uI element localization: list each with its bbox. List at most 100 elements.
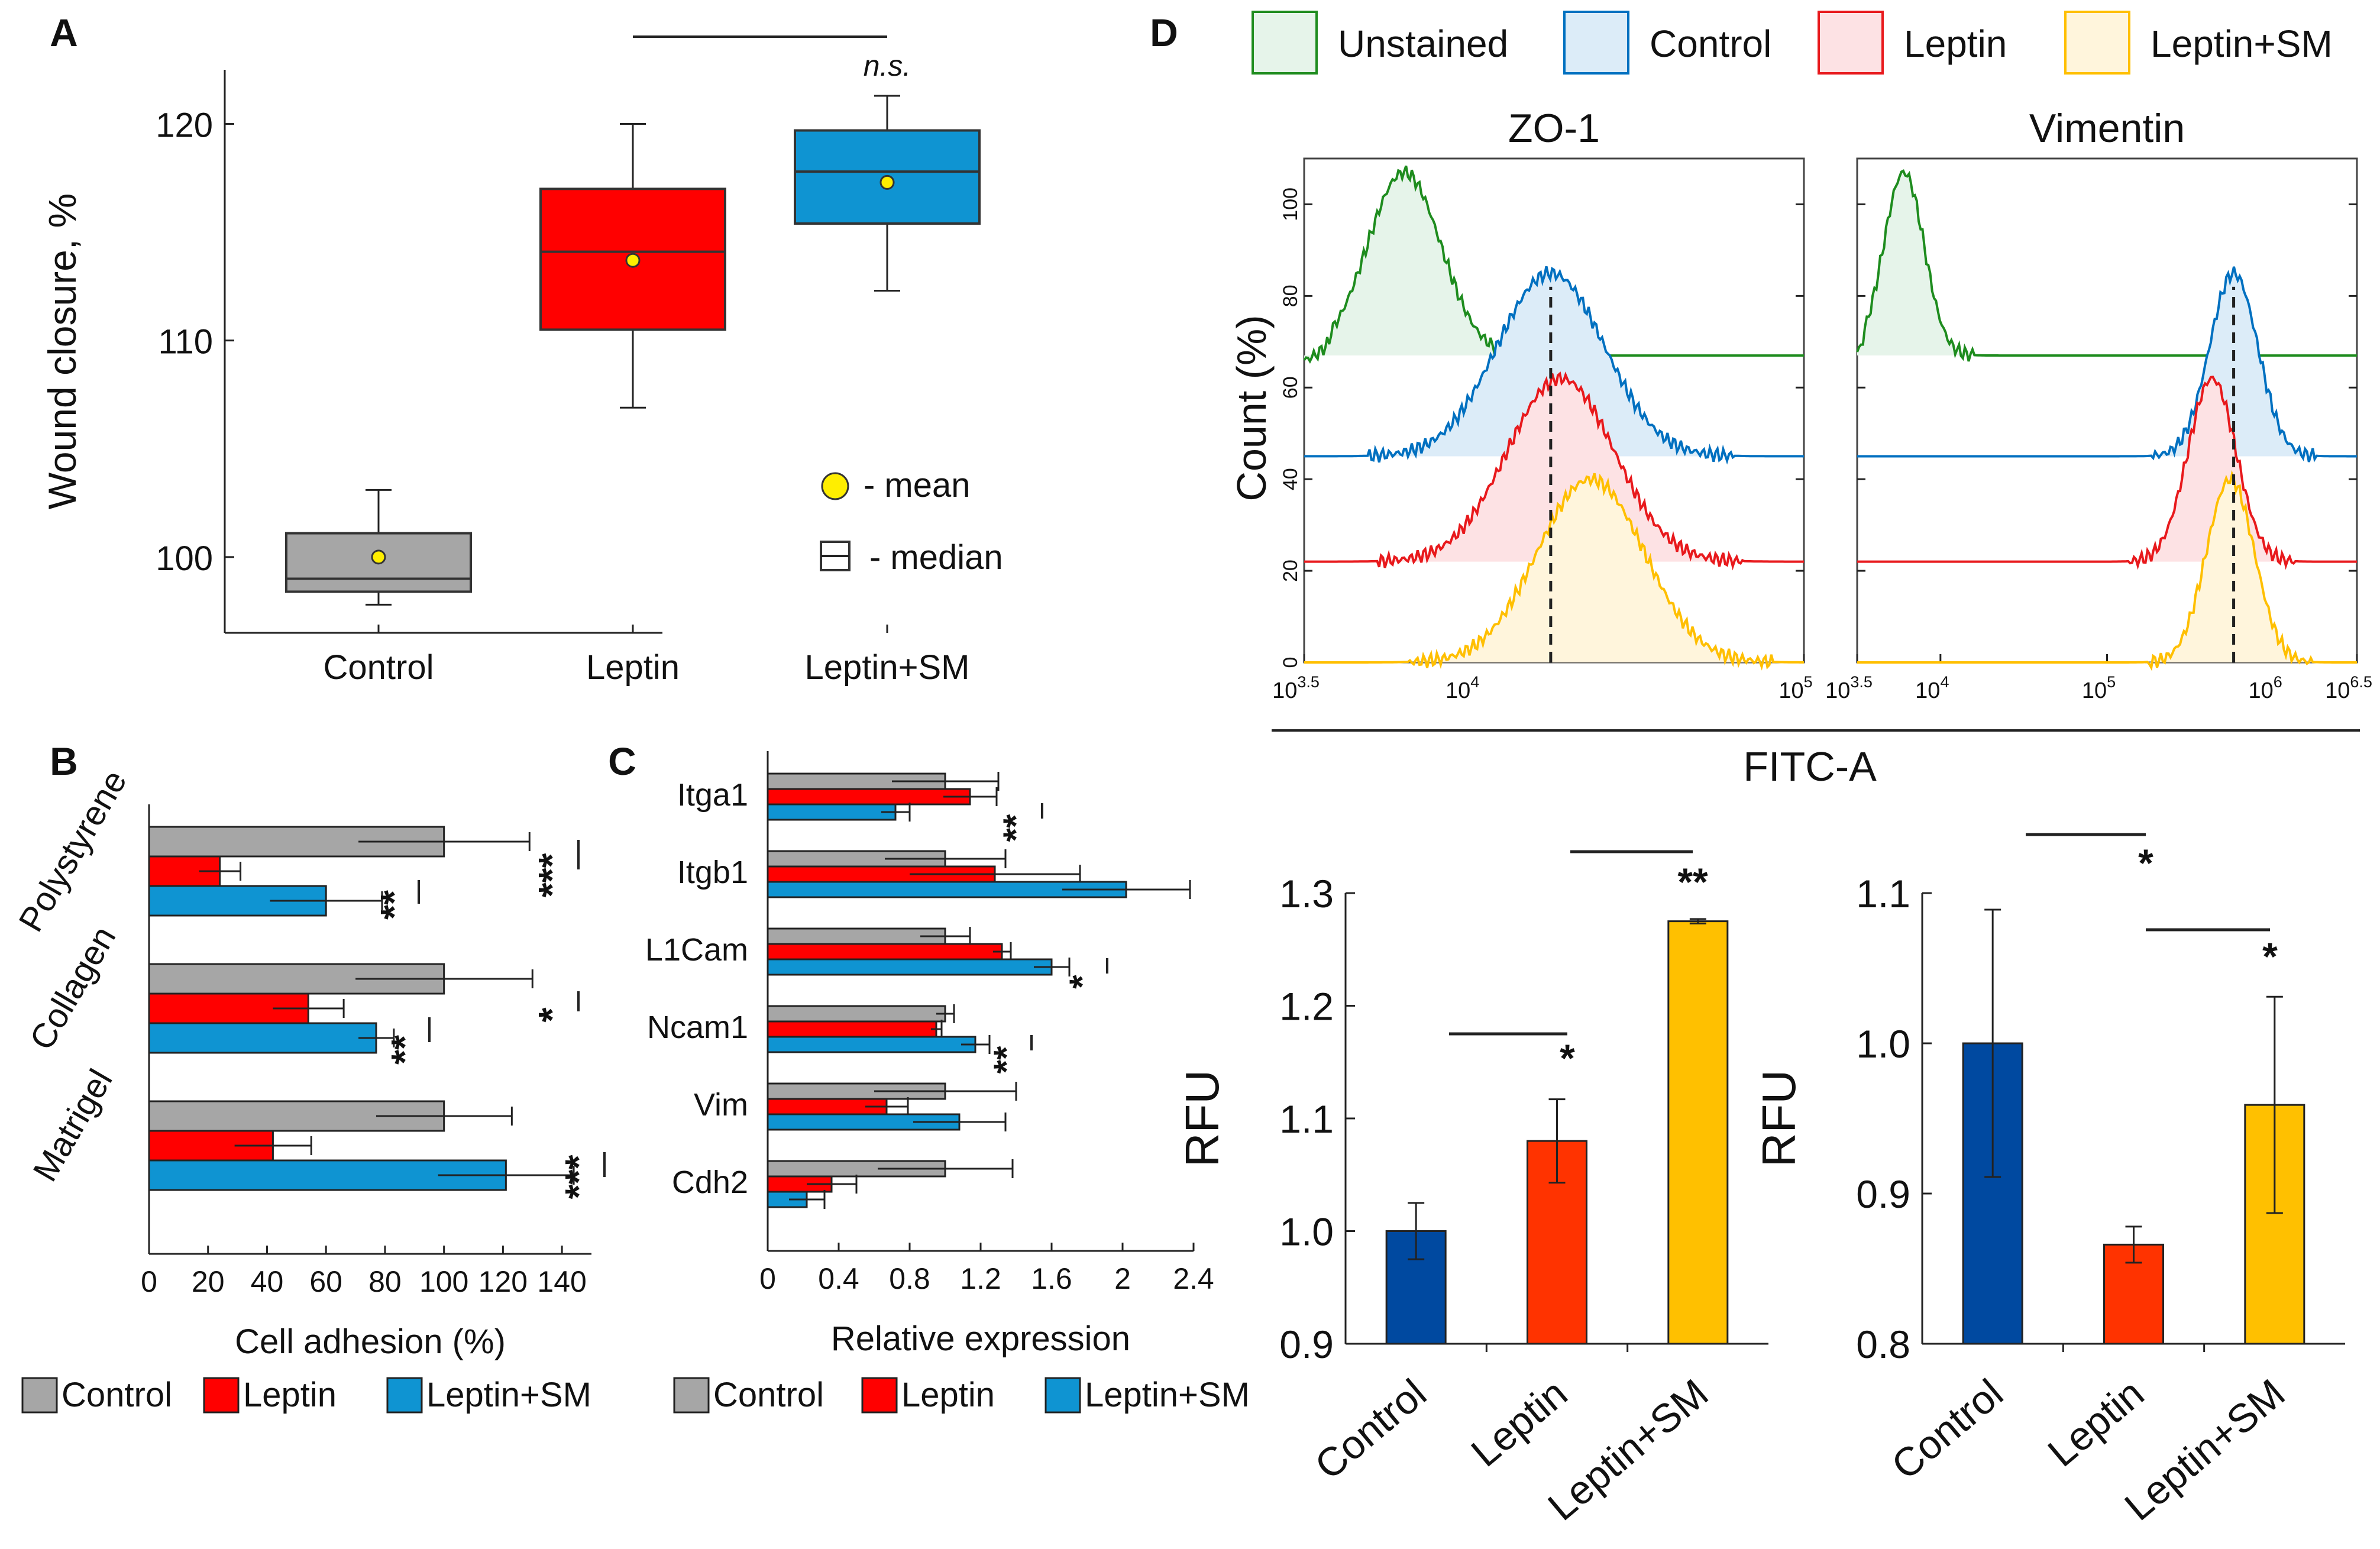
legend-median-label: - median (869, 538, 1003, 577)
category-label-c-Ncam1: Ncam1 (647, 1010, 748, 1045)
category-label-c-Vim: Vim (694, 1087, 748, 1123)
tick-label-B-5: 100 (419, 1265, 468, 1298)
panel-b-cell-adhesion-chart: B 0 20 40 60 80 100 120 140 Cell adhesion (%) Poly… (11, 739, 606, 1414)
category-label-c-L1Cam: L1Cam (645, 932, 748, 968)
category-label-c-Itgb1: Itgb1 (677, 855, 748, 890)
significance-rfu-right-2: * (2262, 934, 2278, 978)
legend-C-1-swatch (861, 1377, 898, 1414)
axis-label-a-y: Wound closure, % (40, 193, 84, 509)
tick-label-d-x: 104 (1446, 673, 1479, 703)
tick-label-C-3: 1.2 (960, 1262, 1001, 1295)
tick-label-D_rfu_right-0.9: 0.9 (1856, 1172, 1910, 1216)
tick-label-D_rfu_left-1.2: 1.2 (1279, 985, 1334, 1029)
tick-label-C-5: 2 (1114, 1262, 1131, 1295)
bar-C-L1Cam-Control (767, 927, 946, 945)
category-label-a-2: Leptin+SM (805, 648, 970, 687)
significance-rfu-left-1: * (1560, 1036, 1575, 1080)
histogram-fill-ZO-1-Control (1304, 266, 1804, 463)
histogram-fill-Vimentin-Unstained (1857, 170, 2357, 361)
legend-C-0-label: Control (713, 1376, 824, 1414)
histogram-line-Vimentin-Leptin (1857, 376, 2357, 570)
axis-label-d-y: Count (%) (1228, 315, 1275, 501)
legend-B-0-label: Control (62, 1376, 172, 1414)
histogram-frame-Vimentin (1856, 157, 2358, 664)
bar-D_rfu_left-Leptin+SM (1667, 920, 1729, 1345)
panel-a-box-plot: A 100 110 120 Wound closure, % Control Leptin L… (40, 11, 1003, 687)
tick-label-C-6: 2.4 (1173, 1262, 1214, 1295)
category-label-b-Matrigel: Matrigel (25, 1063, 119, 1188)
panel-c-relative-expression-chart: C 0 0.4 0.8 1.2 1.6 2 2.4 Relative expression Itg… (608, 739, 1250, 1414)
box-Control (285, 532, 472, 593)
legend-B-2-label: Leptin+SM (426, 1376, 591, 1414)
axis-label-D_rfu_right-y: RFU (1752, 1070, 1805, 1167)
bar-B-Matrigel-Control (148, 1100, 445, 1132)
legend-B-1-swatch (203, 1377, 240, 1414)
significance-b-matrigel-1: *** (557, 1155, 600, 1199)
panel-label-c: C (608, 739, 636, 783)
legend-d-swatch-2 (1818, 11, 1884, 75)
tick-label-B-7: 140 (537, 1265, 586, 1298)
legend-d-swatch-0 (1252, 11, 1318, 75)
legend-d-swatch-3 (2064, 11, 2130, 75)
significance-b-polystyrene-2: ** (373, 890, 415, 920)
legend-C-1-label: Leptin (901, 1376, 995, 1414)
panel-label-d: D (1150, 11, 1178, 54)
histogram-line-ZO-1-Leptin (1304, 371, 1804, 571)
tick-label-B-6: 120 (478, 1265, 528, 1298)
tick-label-C-1: 0.4 (818, 1262, 859, 1295)
bar-B-Collagen-Leptin+SM (148, 1022, 377, 1054)
histogram-fill-Vimentin-Leptin (1857, 377, 2357, 566)
tick-label-d-x: 103.5 (1825, 673, 1873, 703)
tick-label-d-x: 106 (2249, 673, 2282, 703)
tick-label-D_rfu_right-1.0: 1.0 (1856, 1022, 1910, 1066)
tick-label-d-x: 106.5 (2325, 673, 2372, 703)
axis-label-B-x: Cell adhesion (%) (235, 1322, 506, 1361)
tick-label-B-1: 20 (192, 1265, 225, 1298)
bar-C-Ncam1-Leptin (767, 1020, 937, 1038)
category-label-a-1: Leptin (586, 648, 680, 687)
histogram-fill-Vimentin-Control (1857, 267, 2357, 462)
tick-label-d-y-40: 40 (1279, 468, 1302, 490)
bar-C-L1Cam-Leptin+SM (767, 958, 1053, 976)
histogram-fill-ZO-1-Leptin+SM (1304, 473, 1804, 668)
tick-label-d-y-20: 20 (1279, 560, 1302, 582)
legend-d-label-3: Leptin+SM (2151, 22, 2333, 65)
tick-label-B-3: 60 (309, 1265, 342, 1298)
tick-label-B-0: 0 (141, 1265, 157, 1298)
mean-dot-Control (371, 549, 386, 565)
category-label-b-Collagen: Collagen (22, 920, 124, 1056)
tick-label-D_rfu_left-1.3: 1.3 (1279, 872, 1334, 916)
histogram-line-Vimentin-Unstained (1856, 169, 2357, 362)
legend-B-2-swatch (386, 1377, 423, 1414)
tick-label-a-110: 110 (159, 323, 213, 361)
legend-mean-label: - mean (864, 466, 971, 505)
legend-B-0-swatch (21, 1377, 58, 1414)
legend-C-2-label: Leptin+SM (1085, 1376, 1250, 1414)
panel-label-a: A (50, 11, 78, 54)
category-label-c-Itga1: Itga1 (677, 777, 748, 813)
mean-dot-Leptin (625, 253, 641, 268)
tick-label-d-y-60: 60 (1279, 376, 1302, 399)
panel-d-flow-histograms: D Unstained Control Leptin Leptin+SM Count (%… (1150, 11, 2372, 790)
category-label-b-Polystyrene: Polystyrene (11, 764, 134, 938)
tick-label-d-x: 105 (1778, 673, 1812, 703)
bar-C-Itgb1-Leptin+SM (767, 881, 1127, 898)
legend-d-swatch-1 (1563, 11, 1629, 75)
bar-C-L1Cam-Leptin (767, 943, 1003, 961)
bar-B-Polystyrene-Leptin+SM (148, 885, 327, 917)
axis-label-d-x: FITC-A (1743, 743, 1877, 790)
histogram-line-Vimentin-Control (1857, 266, 2357, 463)
category-label-a-0: Control (324, 648, 434, 687)
histogram-line-ZO-1-Leptin+SM (1304, 473, 1804, 671)
significance-c-l1cam: * (1062, 975, 1102, 989)
significance-label-a: n.s. (864, 49, 911, 82)
significance-b-collagen-1: * (531, 1007, 573, 1022)
histogram-line-Vimentin-Leptin+SM (1857, 470, 2357, 671)
histogram-fill-ZO-1-Leptin (1304, 373, 1804, 568)
bar-C-Itga1-Leptin+SM (767, 803, 897, 821)
tick-label-C-2: 0.8 (889, 1262, 930, 1295)
significance-c-itga1: ** (996, 814, 1036, 842)
